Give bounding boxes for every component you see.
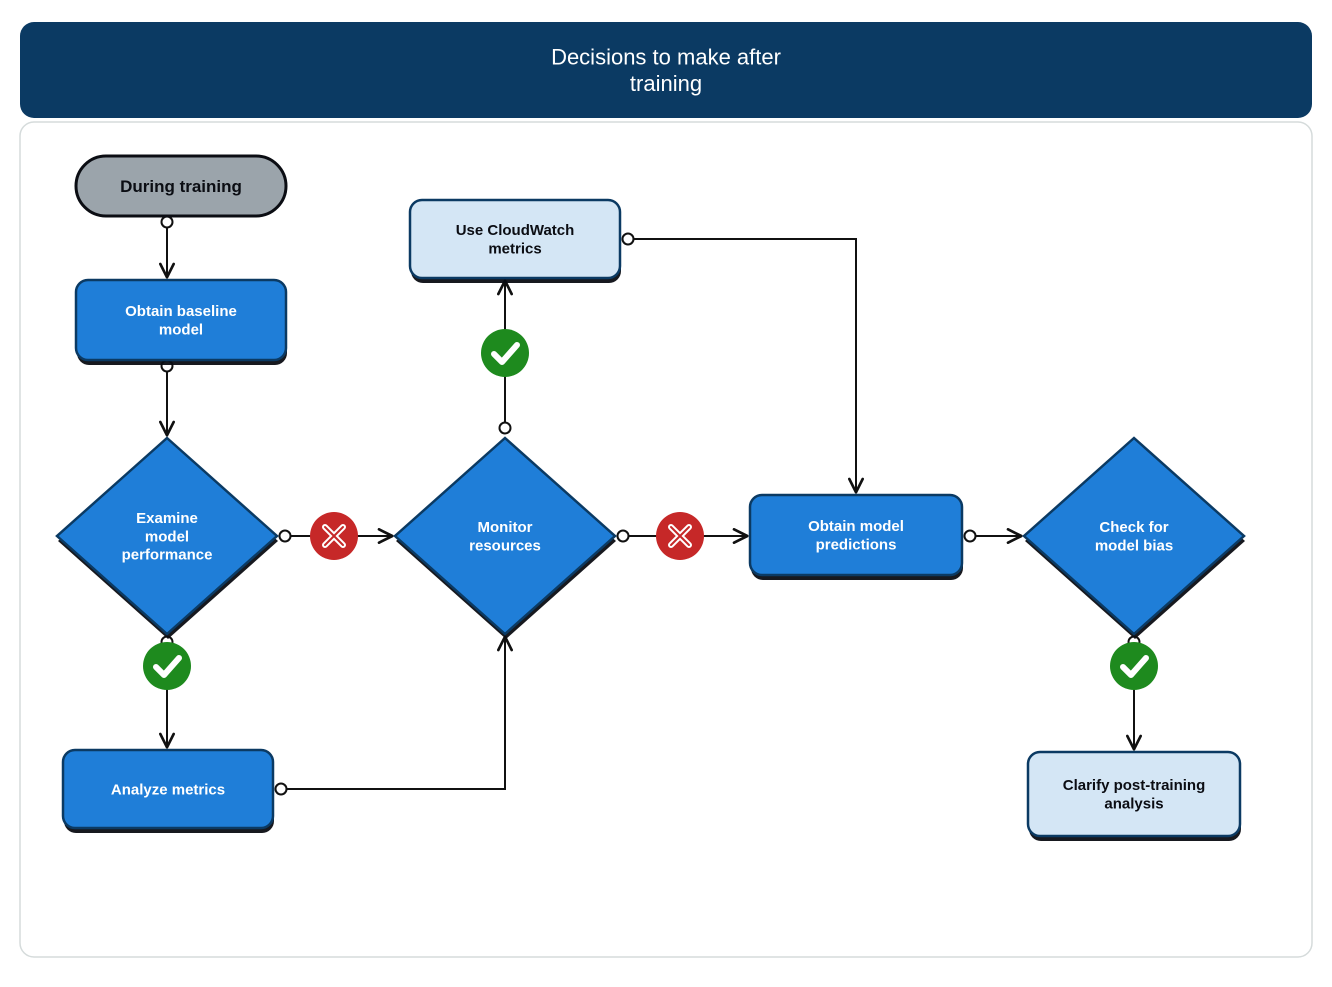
node-cloudwatch: Use CloudWatchmetrics xyxy=(410,200,621,283)
check-icon xyxy=(143,642,191,690)
svg-text:Analyze metrics: Analyze metrics xyxy=(111,781,225,798)
cross-icon xyxy=(656,512,704,560)
svg-text:During training: During training xyxy=(120,177,242,196)
svg-text:Monitorresources: Monitorresources xyxy=(469,519,541,554)
header-bar xyxy=(20,22,1312,118)
cross-icon xyxy=(310,512,358,560)
check-icon xyxy=(1110,642,1158,690)
svg-text:Obtain modelpredictions: Obtain modelpredictions xyxy=(808,518,904,553)
svg-text:Check formodel bias: Check formodel bias xyxy=(1095,519,1173,554)
node-clarify: Clarify post-traininganalysis xyxy=(1028,752,1241,841)
node-obtain: Obtain modelpredictions xyxy=(750,495,963,580)
node-analyze: Analyze metrics xyxy=(63,750,274,833)
check-icon xyxy=(481,329,529,377)
node-baseline: Obtain baselinemodel xyxy=(76,280,287,365)
node-during: During training xyxy=(76,156,286,216)
